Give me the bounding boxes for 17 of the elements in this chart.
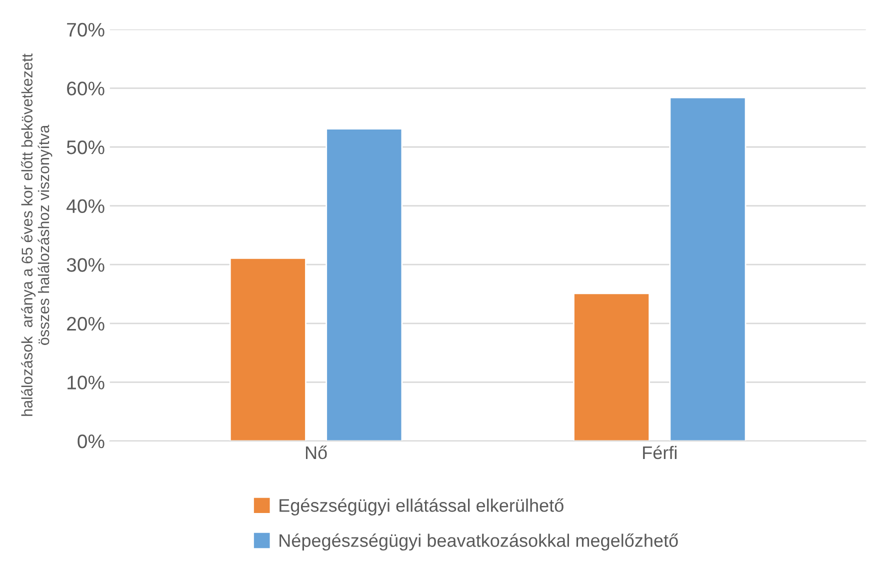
- x-tick-label: Férfi: [643, 446, 676, 460]
- bar: [669, 96, 746, 441]
- legend-label: Népegészségügyi beavatkozásokkal megelőzhető: [280, 534, 678, 551]
- y-tick-label: 60%: [67, 82, 104, 96]
- legend-label: Egészségügyi ellátással elkerülhető: [280, 498, 564, 516]
- y-tick-label: 50%: [66, 140, 104, 154]
- y-tick-label: 20%: [67, 316, 104, 331]
- bar: [573, 292, 650, 441]
- bar: [326, 128, 403, 441]
- y-tick-label: 10%: [68, 376, 104, 390]
- x-tick-label: Nő: [306, 446, 327, 460]
- y-axis-title: halálozások aránya a 65 éves kor előtt bekövetkezett összes halálozáshoz viszonyítva: [21, 54, 52, 416]
- y-tick-label: 0%: [78, 434, 104, 448]
- bar: [229, 257, 306, 441]
- y-tick-label: 30%: [66, 258, 104, 272]
- y-tick-label: 70%: [67, 22, 104, 37]
- y-tick-label: 40%: [66, 199, 104, 214]
